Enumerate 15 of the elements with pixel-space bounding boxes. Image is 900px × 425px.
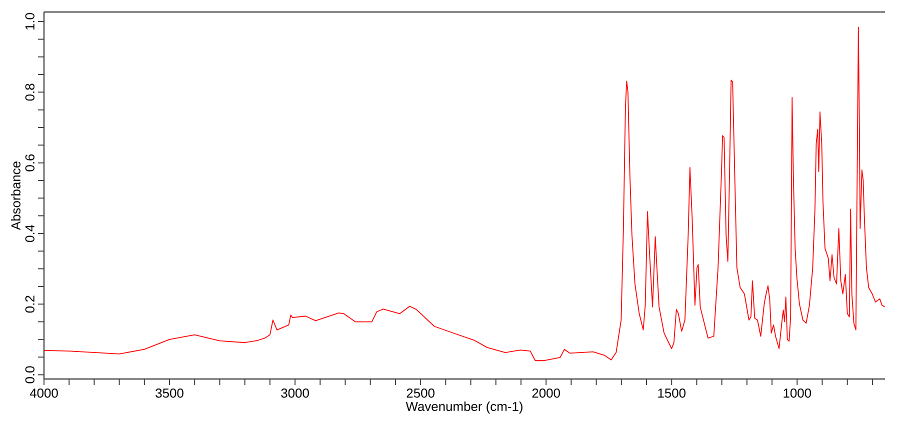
y-axis-title: Absorbance bbox=[10, 162, 20, 230]
x-tick-label: 2500 bbox=[406, 388, 434, 398]
x-tick-label: 4000 bbox=[30, 388, 58, 398]
y-tick-label: 0.6 bbox=[25, 154, 34, 172]
x-tick-label: 3000 bbox=[281, 388, 309, 398]
x-tick-label: 1500 bbox=[658, 388, 686, 398]
y-tick-label: 0.4 bbox=[25, 224, 34, 242]
y-tick-label: 0.8 bbox=[25, 84, 34, 101]
x-tick-label: 3500 bbox=[156, 388, 184, 398]
y-tick-label: 0.0 bbox=[25, 366, 34, 384]
x-axis-title: Wavenumber (cm-1) bbox=[406, 402, 522, 414]
x-tick-label: 2000 bbox=[532, 388, 560, 398]
x-tick-label: 1000 bbox=[784, 388, 812, 398]
y-tick-label: 1.0 bbox=[25, 13, 34, 30]
y-tick-label: 0.2 bbox=[25, 296, 34, 313]
